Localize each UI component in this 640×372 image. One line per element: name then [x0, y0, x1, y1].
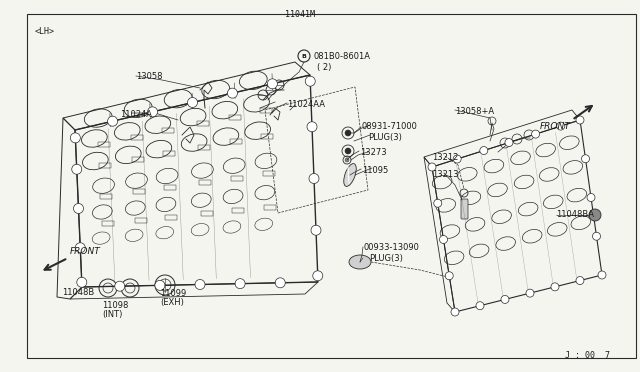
Bar [263, 171, 275, 176]
Text: J : 00  7: J : 00 7 [565, 351, 610, 360]
Text: (EXH): (EXH) [160, 298, 184, 307]
Text: FRONT: FRONT [70, 247, 100, 256]
Circle shape [305, 76, 316, 86]
Bar [231, 176, 243, 181]
Text: B: B [301, 54, 307, 58]
Circle shape [453, 155, 461, 163]
Circle shape [576, 276, 584, 285]
Circle shape [155, 280, 165, 291]
Circle shape [108, 116, 118, 126]
Circle shape [227, 88, 237, 98]
Circle shape [476, 302, 484, 310]
Circle shape [598, 271, 606, 279]
Bar [133, 189, 145, 194]
Circle shape [235, 279, 245, 289]
Text: 11041M: 11041M [285, 10, 315, 19]
Text: (INT): (INT) [102, 310, 122, 319]
Circle shape [551, 283, 559, 291]
Bar [98, 142, 110, 147]
Bar [198, 145, 210, 150]
Text: 08931-71000: 08931-71000 [362, 122, 418, 131]
Bar [162, 128, 173, 134]
Circle shape [70, 133, 81, 143]
Circle shape [501, 295, 509, 304]
Circle shape [345, 148, 351, 154]
Text: ( 2): ( 2) [317, 63, 332, 72]
Bar [163, 151, 175, 157]
Bar [131, 135, 143, 140]
Bar [134, 218, 147, 223]
Bar [200, 211, 212, 217]
Text: 11098: 11098 [102, 301, 129, 310]
Circle shape [593, 232, 600, 240]
Circle shape [307, 122, 317, 132]
Circle shape [268, 79, 277, 89]
Text: FRONT: FRONT [540, 122, 571, 131]
Text: 11048B: 11048B [62, 288, 94, 297]
Circle shape [195, 279, 205, 289]
Circle shape [275, 278, 285, 288]
Circle shape [345, 158, 349, 162]
Text: 11095: 11095 [362, 166, 388, 175]
Text: PLUG(3): PLUG(3) [369, 254, 403, 263]
Bar [232, 208, 244, 213]
Circle shape [557, 122, 564, 130]
Circle shape [188, 97, 198, 108]
Circle shape [428, 163, 436, 171]
Circle shape [434, 199, 442, 207]
Bar [260, 108, 273, 113]
Circle shape [77, 277, 87, 287]
Bar [264, 205, 276, 210]
Circle shape [445, 272, 453, 280]
Circle shape [587, 193, 595, 202]
Circle shape [589, 209, 601, 221]
Circle shape [313, 271, 323, 281]
Circle shape [345, 130, 351, 136]
Circle shape [309, 173, 319, 183]
Bar [165, 215, 177, 220]
Text: <LH>: <LH> [35, 27, 55, 36]
Bar [132, 157, 144, 162]
Circle shape [74, 203, 83, 214]
Bar [102, 221, 114, 227]
Circle shape [526, 289, 534, 297]
Circle shape [532, 130, 540, 138]
Text: 13213: 13213 [432, 170, 458, 179]
Text: 13058: 13058 [136, 72, 163, 81]
Circle shape [480, 147, 488, 154]
Circle shape [72, 164, 82, 174]
Text: 00933-13090: 00933-13090 [363, 243, 419, 252]
Bar [100, 194, 113, 199]
Text: PLUG(3): PLUG(3) [368, 133, 402, 142]
Circle shape [582, 155, 589, 163]
Text: 13273: 13273 [360, 148, 387, 157]
Text: 13058+A: 13058+A [455, 107, 494, 116]
Bar [230, 140, 242, 144]
Bar [99, 163, 111, 168]
Bar [261, 134, 273, 139]
Ellipse shape [344, 164, 356, 186]
Circle shape [440, 235, 447, 244]
Text: 11024A: 11024A [120, 110, 152, 119]
Circle shape [311, 225, 321, 235]
Text: 081B0-8601A: 081B0-8601A [313, 52, 370, 61]
Circle shape [148, 107, 157, 117]
Circle shape [115, 281, 125, 291]
Bar [199, 180, 211, 185]
Text: 11024AA: 11024AA [287, 100, 325, 109]
Text: 13212: 13212 [432, 153, 458, 162]
Bar [228, 115, 241, 120]
Bar [164, 185, 176, 190]
Circle shape [576, 116, 584, 124]
Circle shape [505, 138, 513, 147]
FancyBboxPatch shape [461, 199, 468, 219]
Bar [197, 121, 209, 126]
Text: 11099: 11099 [160, 289, 186, 298]
Circle shape [76, 243, 85, 253]
Circle shape [451, 308, 459, 316]
Ellipse shape [349, 255, 371, 269]
Text: 11048BA: 11048BA [556, 210, 594, 219]
